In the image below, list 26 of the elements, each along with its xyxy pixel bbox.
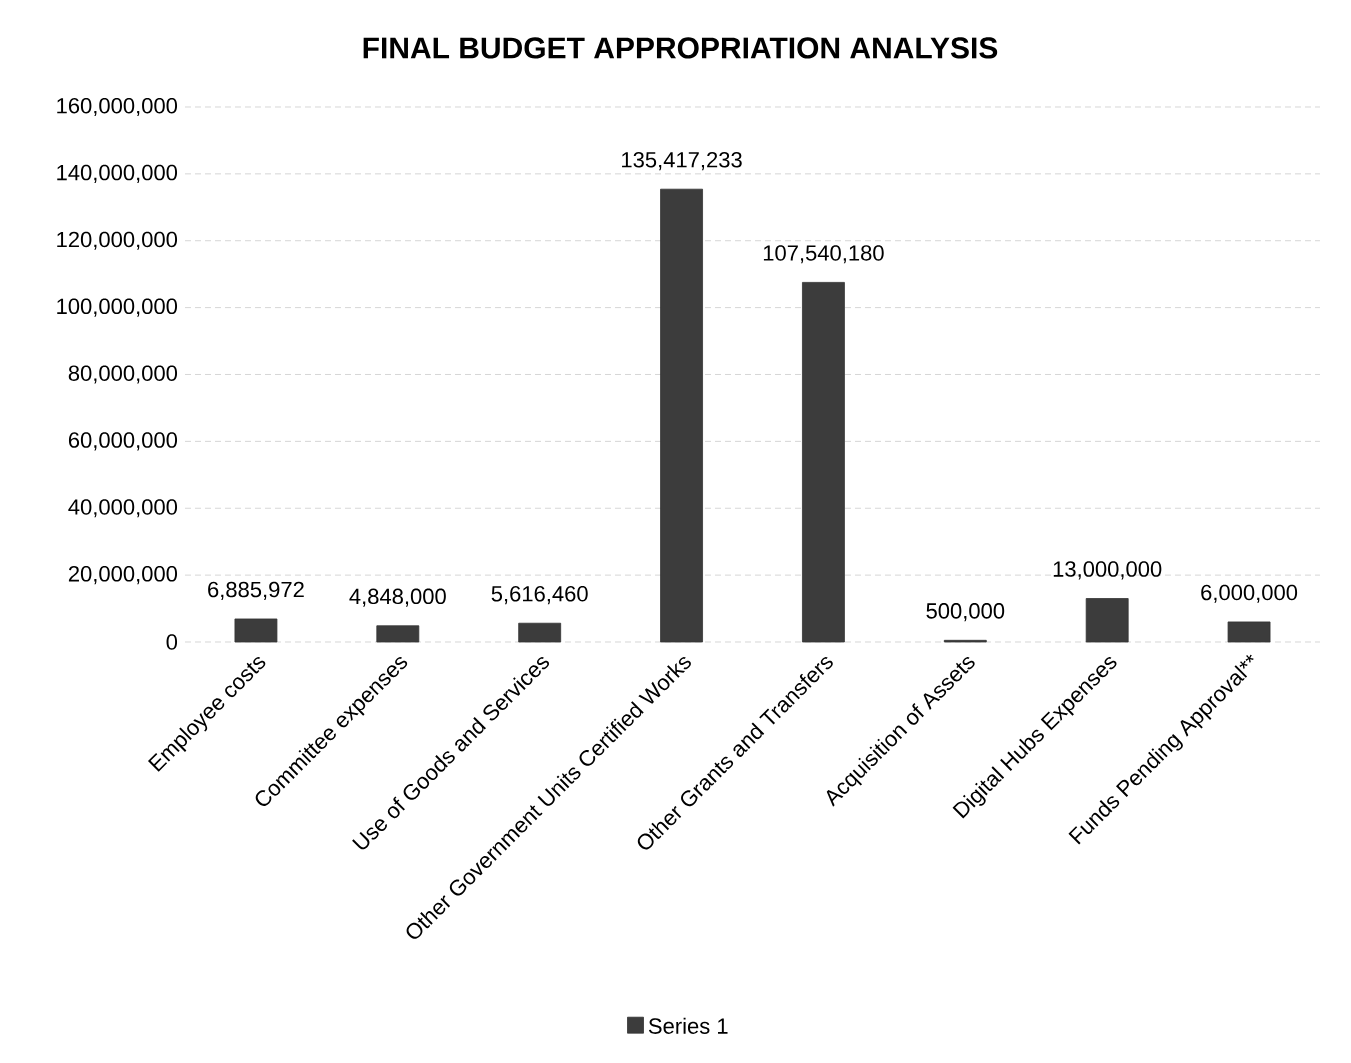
data-label: 135,417,233	[622, 151, 742, 171]
y-tick-label: 100,000,000	[57, 298, 178, 317]
data-label: 4,848,000	[349, 588, 446, 607]
data-label: 6,000,000	[1201, 584, 1298, 603]
bar	[234, 618, 278, 643]
bar	[518, 622, 562, 643]
data-label: 500,000	[926, 603, 1005, 622]
y-tick-label: 40,000,000	[68, 499, 178, 518]
data-label: 5,616,460	[491, 585, 588, 605]
y-tick-label: 80,000,000	[68, 365, 178, 384]
bar	[802, 282, 845, 643]
bar	[1085, 598, 1129, 643]
y-tick-label: 120,000,000	[57, 231, 178, 250]
data-label: 13,000,000	[1053, 561, 1162, 580]
bar	[376, 625, 420, 643]
legend-label: Series 1	[648, 1017, 728, 1034]
y-tick-label: 160,000,000	[57, 97, 178, 117]
y-tick-label: 140,000,000	[57, 164, 178, 183]
chart-title: FINAL BUDGET APPROPRIATION ANALYSIS	[363, 37, 998, 59]
y-tick-label: 60,000,000	[68, 432, 178, 451]
y-tick-label: 0	[166, 634, 178, 650]
data-label: 6,885,972	[208, 581, 304, 600]
data-label: 107,540,180	[763, 245, 884, 264]
bar	[1227, 621, 1271, 643]
y-tick-label: 20,000,000	[68, 566, 178, 585]
bar	[660, 188, 703, 643]
